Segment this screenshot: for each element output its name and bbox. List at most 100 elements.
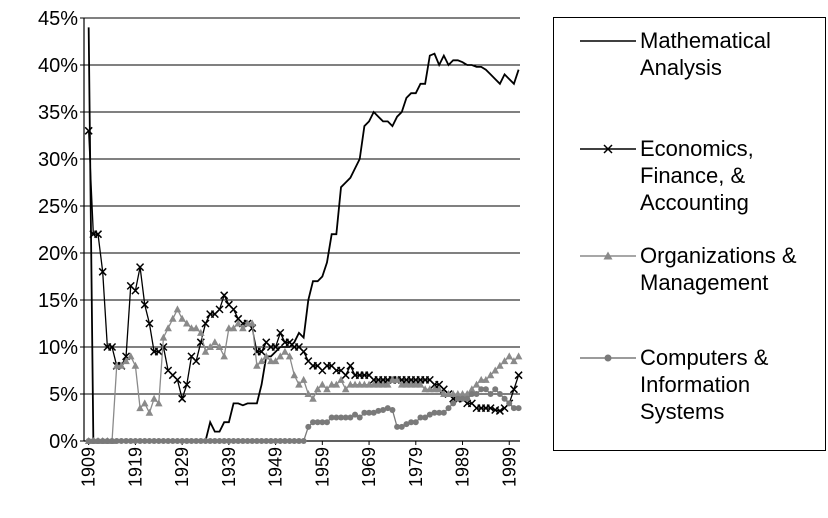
- marker-circle: [183, 438, 190, 444]
- marker-triangle: [159, 333, 168, 341]
- marker-circle: [352, 411, 359, 418]
- x-tick-label: 1989: [453, 447, 473, 487]
- marker-triangle: [220, 352, 228, 360]
- marker-triangle: [393, 375, 401, 383]
- x-tick-label: 1959: [312, 447, 332, 487]
- marker-circle: [193, 438, 200, 444]
- marker-triangle: [304, 390, 313, 397]
- marker-x: [341, 371, 350, 380]
- marker-circle: [440, 409, 447, 416]
- marker-triangle: [295, 380, 303, 388]
- marker-x: [192, 357, 201, 366]
- marker-circle: [179, 438, 186, 444]
- x-tick-label: 1919: [125, 447, 145, 487]
- marker-circle: [146, 438, 153, 444]
- y-tick-label: 10%: [38, 337, 78, 359]
- x-tick-label: 1929: [172, 447, 192, 487]
- marker-circle: [90, 438, 97, 444]
- marker-triangle: [496, 361, 504, 369]
- marker-circle: [95, 438, 102, 444]
- marker-triangle: [253, 361, 261, 369]
- marker-x: [346, 361, 355, 370]
- marker-circle: [445, 405, 452, 412]
- marker-x: [98, 267, 107, 276]
- marker-triangle: [168, 314, 177, 322]
- marker-x: [509, 385, 518, 394]
- x-tick-label: 1979: [406, 447, 426, 487]
- marker-circle: [197, 438, 204, 444]
- marker-triangle: [197, 328, 205, 336]
- marker-circle: [239, 438, 246, 444]
- y-tick-label: 35%: [38, 102, 78, 124]
- marker-circle: [436, 409, 443, 416]
- marker-circle: [211, 438, 218, 444]
- marker-circle: [104, 438, 111, 444]
- marker-circle: [356, 414, 363, 421]
- marker-circle: [216, 438, 223, 444]
- marker-x: [257, 347, 266, 356]
- marker-circle: [338, 414, 345, 421]
- series-line: [88, 307, 520, 442]
- marker-triangle: [271, 357, 280, 365]
- marker-circle: [174, 438, 181, 444]
- marker-triangle: [262, 352, 271, 360]
- marker-circle: [412, 419, 419, 426]
- x-tick-label: 1939: [219, 447, 239, 487]
- x-tick-label: 1909: [79, 447, 99, 487]
- marker-circle: [202, 438, 209, 444]
- legend-label: Mathematical Analysis: [640, 28, 771, 80]
- marker-circle: [426, 411, 433, 418]
- marker-x: [136, 263, 145, 272]
- marker-triangle: [309, 394, 317, 402]
- marker-circle: [384, 405, 391, 412]
- marker-triangle: [383, 380, 392, 388]
- marker-triangle: [145, 408, 154, 416]
- marker-triangle: [173, 305, 182, 313]
- marker-circle: [482, 386, 489, 393]
- series-line: [88, 130, 520, 412]
- legend-marker: [603, 144, 613, 154]
- marker-circle: [394, 423, 401, 430]
- marker-circle: [169, 438, 176, 444]
- marker-x: [145, 319, 154, 328]
- marker-x: [229, 305, 238, 314]
- marker-circle: [230, 438, 237, 444]
- marker-x: [182, 380, 191, 389]
- marker-circle: [380, 406, 387, 413]
- marker-circle: [141, 438, 148, 444]
- marker-circle: [408, 419, 415, 426]
- marker-triangle: [215, 343, 224, 350]
- marker-triangle: [234, 319, 243, 327]
- marker-triangle: [491, 366, 500, 374]
- marker-triangle: [192, 324, 200, 332]
- y-tick-label: 15%: [38, 290, 78, 312]
- marker-circle: [151, 438, 158, 444]
- marker-triangle: [468, 385, 476, 393]
- marker-circle: [118, 438, 125, 444]
- marker-triangle: [248, 319, 257, 327]
- marker-x: [201, 319, 210, 328]
- legend-marker: [604, 354, 612, 362]
- marker-circle: [291, 438, 298, 444]
- y-tick-label: 5%: [49, 384, 78, 406]
- marker-x: [514, 371, 523, 380]
- marker-circle: [188, 438, 195, 444]
- marker-triangle: [337, 375, 345, 383]
- marker-circle: [277, 438, 284, 444]
- marker-circle: [496, 391, 503, 397]
- marker-circle: [478, 386, 485, 393]
- marker-triangle: [463, 390, 471, 397]
- legend-label: Organizations & Management: [640, 243, 797, 295]
- marker-triangle: [318, 380, 327, 388]
- marker-circle: [295, 438, 302, 444]
- marker-circle: [398, 423, 405, 430]
- marker-circle: [263, 438, 270, 444]
- marker-circle: [450, 400, 457, 407]
- marker-circle: [324, 419, 331, 426]
- marker-triangle: [183, 319, 191, 327]
- marker-circle: [309, 419, 316, 426]
- marker-circle: [459, 395, 466, 402]
- marker-circle: [515, 405, 522, 412]
- marker-triangle: [154, 399, 163, 407]
